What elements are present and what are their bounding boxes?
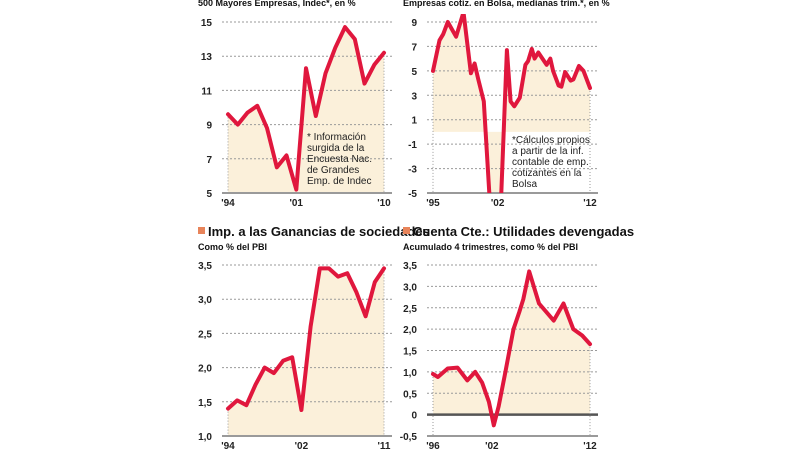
- x-tick-label: '94: [221, 198, 235, 209]
- footnote-line: surgida de la: [307, 143, 365, 154]
- y-tick-label: 7: [206, 155, 212, 166]
- y-tick-label: 13: [201, 52, 213, 63]
- title-marker: [403, 227, 410, 234]
- x-tick-label: '02: [485, 441, 499, 450]
- y-tick-label: 1,5: [403, 347, 417, 358]
- chart-title: Imp. a las Ganancias de sociedades: [208, 224, 430, 239]
- y-tick-label: 0,5: [403, 389, 417, 400]
- chart-subtitle: 500 Mayores Empresas, Indec*, en %: [198, 0, 356, 8]
- footnote-line: Encuesta Nac.: [307, 154, 372, 165]
- y-tick-label: 9: [206, 121, 212, 132]
- footnote-line: *Cálculos propios: [512, 135, 590, 146]
- y-tick-label: 0: [411, 411, 417, 422]
- y-tick-label: 3,0: [198, 295, 212, 306]
- chart-panel-2: Empresas cotiz. en Bolsa, medianas trim.…: [403, 0, 610, 209]
- y-tick-label: -0,5: [400, 432, 418, 443]
- footnote-line: contable de emp.: [512, 157, 589, 168]
- x-tick-label: '12: [583, 441, 597, 450]
- x-tick-label: '94: [221, 441, 235, 450]
- y-tick-label: 1,0: [403, 368, 417, 379]
- x-tick-label: '02: [491, 198, 505, 209]
- title-marker: [198, 227, 205, 234]
- y-tick-label: 9: [411, 18, 417, 29]
- chart-subtitle: Empresas cotiz. en Bolsa, medianas trim.…: [403, 0, 610, 8]
- area-fill: [228, 27, 384, 193]
- y-tick-label: 3: [411, 91, 417, 102]
- footnote-line: * Información: [307, 132, 366, 143]
- y-tick-label: 5: [411, 67, 417, 78]
- x-tick-label: '11: [378, 441, 391, 450]
- y-tick-label: -5: [408, 189, 417, 200]
- chart-panel-1: 500 Mayores Empresas, Indec*, en % 5 7 9 11 1…: [198, 0, 392, 209]
- chart-subtitle: Acumulado 4 trimestres, como % del PBI: [403, 242, 578, 252]
- y-tick-label: 11: [201, 86, 212, 97]
- y-tick-label: 2,0: [403, 325, 417, 336]
- x-tick-label: '96: [426, 441, 440, 450]
- footnote-line: a partir de la inf.: [512, 146, 584, 157]
- series-line: [431, 269, 592, 428]
- series-line: [226, 266, 386, 412]
- y-tick-label: 5: [206, 189, 212, 200]
- x-tick-label: '01: [289, 198, 303, 209]
- y-tick-label: 2,5: [403, 304, 417, 315]
- y-tick-label: 15: [201, 18, 213, 29]
- y-tick-label: 3,0: [403, 282, 417, 293]
- series-line: [431, 14, 592, 193]
- x-tick-label: '12: [583, 198, 597, 209]
- y-tick-label: 3,5: [403, 261, 417, 272]
- area-fill: [228, 268, 384, 436]
- y-tick-label: 2,5: [198, 329, 212, 340]
- y-tick-label: 7: [411, 42, 417, 53]
- y-tick-label: 1: [411, 116, 417, 127]
- series-line: [226, 25, 386, 192]
- chart-panel-3: Imp. a las Ganancias de sociedades Como %…: [198, 224, 430, 450]
- x-tick-label: '95: [426, 198, 440, 209]
- y-tick-label: 1,0: [198, 432, 212, 443]
- chart-title: Cuenta Cte.: Utilidades devengadas: [413, 224, 634, 239]
- footnote-line: Emp. de Indec: [307, 176, 371, 187]
- footnote-line: de Grandes: [307, 165, 359, 176]
- y-tick-label: 2,0: [198, 364, 212, 375]
- footnote-line: cotizantes en la: [512, 168, 582, 179]
- footnote-line: Bolsa: [512, 179, 537, 190]
- x-tick-label: '02: [295, 441, 309, 450]
- chart-subtitle: Como % del PBI: [198, 242, 267, 252]
- y-tick-label: -1: [408, 140, 417, 151]
- y-tick-label: 3,5: [198, 261, 212, 272]
- x-tick-label: '10: [377, 198, 391, 209]
- y-tick-label: 1,5: [198, 398, 212, 409]
- y-tick-label: -3: [408, 165, 417, 176]
- chart-panel-4: Cuenta Cte.: Utilidades devengadas Acumul…: [400, 224, 634, 450]
